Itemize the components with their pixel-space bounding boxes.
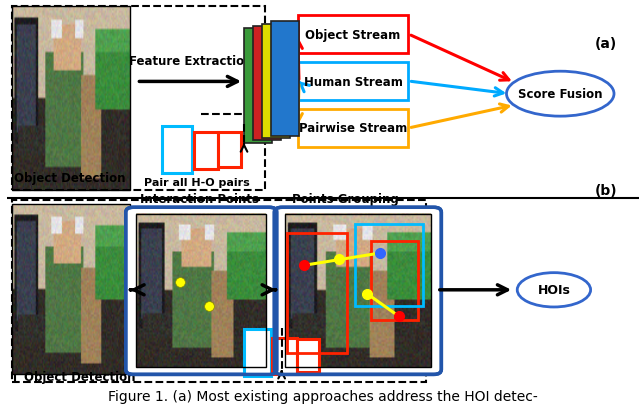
- Bar: [194, 133, 218, 170]
- Text: Interaction Points: Interaction Points: [140, 193, 259, 206]
- Bar: [285, 215, 431, 368]
- Ellipse shape: [506, 72, 614, 117]
- Bar: [371, 241, 418, 321]
- Bar: [262, 25, 290, 139]
- Bar: [253, 27, 282, 141]
- Bar: [298, 16, 408, 54]
- Bar: [271, 22, 299, 137]
- Bar: [298, 110, 408, 147]
- Bar: [12, 7, 130, 190]
- Bar: [298, 63, 408, 101]
- Bar: [162, 127, 192, 174]
- Text: (a): (a): [595, 36, 617, 50]
- Text: Object Detection: Object Detection: [14, 171, 126, 184]
- Bar: [136, 215, 266, 368]
- FancyBboxPatch shape: [275, 208, 442, 375]
- Bar: [218, 133, 241, 168]
- Text: Pairwise Stream: Pairwise Stream: [299, 122, 407, 135]
- Ellipse shape: [517, 273, 591, 307]
- Bar: [287, 233, 347, 353]
- Text: Figure 1. (a) Most existing approaches address the HOI detec-: Figure 1. (a) Most existing approaches a…: [108, 389, 538, 403]
- Text: Points Grouping: Points Grouping: [292, 193, 399, 206]
- Bar: [12, 204, 130, 374]
- Text: Human Stream: Human Stream: [303, 75, 403, 88]
- Bar: [244, 330, 271, 377]
- Bar: [12, 200, 426, 382]
- Text: Score Fusion: Score Fusion: [518, 88, 602, 101]
- Bar: [355, 225, 423, 306]
- Text: Pair all H-O pairs: Pair all H-O pairs: [144, 177, 250, 187]
- Bar: [244, 29, 273, 144]
- Text: (b): (b): [595, 183, 617, 197]
- Bar: [273, 338, 296, 374]
- Text: HOIs: HOIs: [538, 283, 570, 297]
- Text: Object Detection: Object Detection: [24, 370, 135, 383]
- Bar: [12, 7, 265, 190]
- Bar: [296, 339, 319, 373]
- Text: Feature Extraction: Feature Extraction: [129, 55, 252, 68]
- Text: Object Stream: Object Stream: [305, 29, 401, 41]
- FancyBboxPatch shape: [125, 208, 277, 375]
